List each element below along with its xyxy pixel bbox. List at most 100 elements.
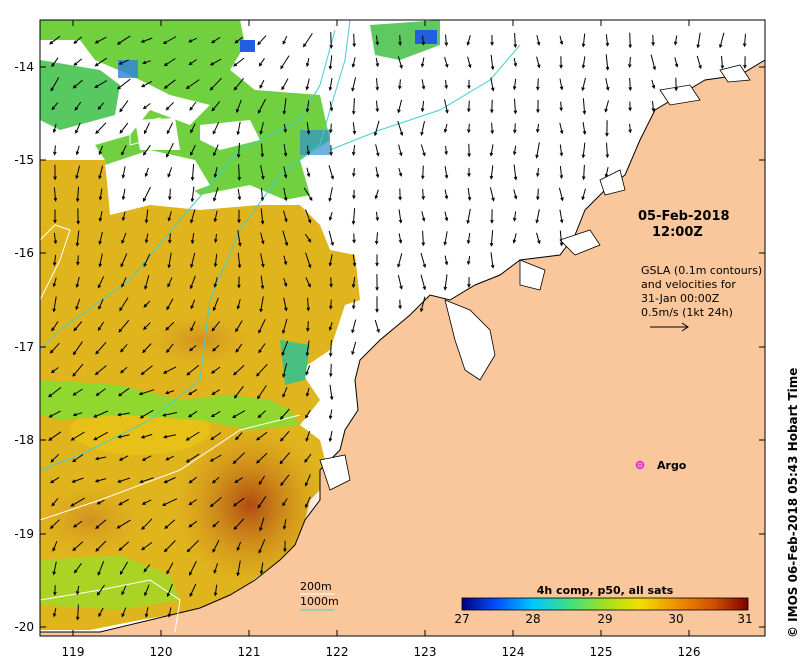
velocity-arrow: [281, 78, 289, 90]
velocity-arrow: [53, 254, 57, 266]
velocity-arrowhead: [233, 394, 238, 399]
velocity-arrow: [187, 540, 199, 552]
velocity-scale-arrow: [650, 322, 689, 332]
contour-1000m-3: [329, 44, 521, 151]
velocity-arrowhead: [513, 176, 518, 181]
velocity-arrowhead: [119, 307, 123, 312]
velocity-arrowhead: [144, 613, 149, 618]
velocity-arrowhead: [212, 130, 217, 135]
velocity-arrowhead: [117, 434, 122, 439]
velocity-arrow: [186, 453, 200, 463]
velocity-arrow: [72, 363, 84, 377]
velocity-arrowhead: [559, 130, 564, 135]
velocity-arrow: [99, 231, 103, 245]
velocity-arrowhead: [162, 413, 167, 417]
velocity-arrow: [167, 167, 173, 177]
velocity-arrow: [513, 145, 517, 155]
velocity-arrows: [48, 32, 747, 621]
velocity-arrowhead: [257, 395, 261, 400]
velocity-arrowhead: [420, 308, 424, 313]
velocity-arrow: [212, 539, 220, 553]
velocity-arrowhead: [167, 613, 172, 618]
velocity-arrow: [303, 187, 313, 201]
velocity-arrowhead: [95, 525, 100, 530]
velocity-arrowhead: [536, 86, 540, 91]
velocity-arrowhead: [51, 106, 56, 111]
velocity-arrowhead: [121, 217, 126, 222]
velocity-arrow: [351, 341, 357, 355]
sst-cold-pixel-4: [300, 130, 330, 155]
velocity-arrowhead: [51, 327, 55, 332]
velocity-arrowhead: [329, 129, 333, 134]
velocity-arrow: [237, 252, 241, 268]
velocity-arrowhead: [210, 370, 215, 374]
velocity-arrowhead: [743, 64, 747, 69]
velocity-arrow: [376, 100, 378, 112]
velocity-arrow: [233, 57, 245, 67]
velocity-arrow: [376, 78, 378, 90]
velocity-arrowhead: [512, 86, 517, 91]
sst-field: [40, 20, 440, 630]
velocity-arrow: [282, 387, 288, 397]
map-plot-area: [40, 20, 765, 636]
velocity-arrowhead: [95, 392, 100, 397]
velocity-arrowhead: [259, 308, 263, 313]
velocity-arrow: [145, 233, 149, 243]
velocity-arrow: [94, 80, 108, 88]
velocity-arrowhead: [235, 348, 240, 353]
velocity-arrowhead: [209, 503, 214, 508]
velocity-arrow: [257, 385, 267, 399]
velocity-arrow: [260, 275, 264, 289]
velocity-arrow: [95, 122, 107, 134]
velocity-arrowhead: [75, 175, 79, 180]
velocity-arrowhead: [444, 63, 449, 68]
velocity-arrowhead: [140, 435, 145, 439]
velocity-arrowhead: [374, 240, 379, 245]
velocity-arrowhead: [444, 85, 448, 90]
velocity-arrowhead: [513, 195, 518, 200]
velocity-arrow: [282, 363, 288, 377]
velocity-arrow: [444, 255, 448, 265]
velocity-arrowhead: [305, 108, 310, 113]
velocity-arrowhead: [306, 130, 311, 135]
velocity-arrowhead: [48, 393, 53, 398]
velocity-arrowhead: [121, 613, 125, 618]
velocity-arrowhead: [232, 460, 237, 465]
velocity-arrowhead: [489, 152, 494, 157]
velocity-arrowhead: [605, 66, 610, 71]
velocity-arrowhead: [352, 239, 356, 244]
velocity-arrow: [605, 100, 609, 112]
velocity-arrow: [232, 410, 246, 418]
colorbar-gradient: [461, 597, 749, 611]
velocity-arrowhead: [259, 130, 263, 135]
velocity-arrow: [164, 58, 176, 66]
velocity-arrowhead: [582, 110, 587, 115]
velocity-arrow: [96, 388, 106, 396]
velocity-arrowhead: [282, 502, 286, 507]
velocity-arrow: [397, 55, 403, 69]
velocity-arrowhead: [282, 373, 286, 378]
velocity-arrow: [144, 584, 150, 596]
map-frame: [39, 19, 766, 637]
velocity-arrowhead: [605, 42, 610, 47]
velocity-arrow: [73, 341, 83, 355]
velocity-arrow: [234, 77, 244, 91]
velocity-arrowhead: [258, 349, 262, 354]
velocity-arrow: [444, 274, 448, 290]
velocity-arrow: [513, 78, 517, 90]
velocity-arrow: [168, 211, 172, 221]
velocity-arrowhead: [280, 482, 284, 487]
colorbar: 4h comp, p50, all sats 27 28 29 30 31: [454, 584, 752, 626]
argo-marker[interactable]: [635, 460, 645, 470]
velocity-arrowhead: [444, 261, 449, 266]
velocity-arrowhead: [698, 65, 702, 70]
velocity-arrow: [330, 363, 332, 377]
velocity-arrow: [422, 165, 424, 179]
velocity-arrow: [306, 340, 310, 356]
velocity-arrowhead: [329, 107, 334, 112]
velocity-arrowhead: [96, 501, 101, 505]
velocity-arrowhead: [75, 306, 79, 311]
velocity-arrow: [54, 145, 56, 155]
velocity-arrow: [49, 410, 61, 418]
velocity-arrowhead: [234, 479, 239, 483]
